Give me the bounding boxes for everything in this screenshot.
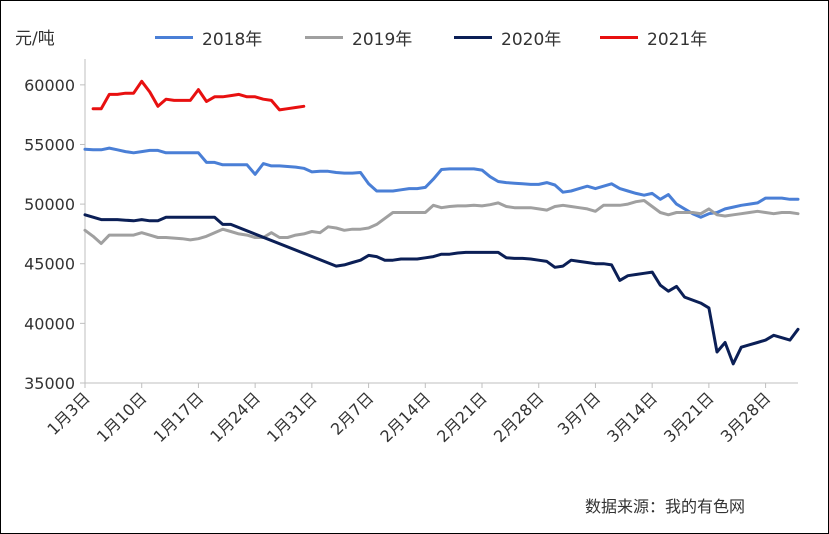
y-tick-label: 50000 bbox=[24, 195, 75, 214]
legend-swatch-2020 bbox=[454, 35, 492, 39]
legend-label-2019: 2019年 bbox=[352, 29, 413, 50]
series-line-0 bbox=[83, 146, 800, 219]
legend-item-2020: 2020年 bbox=[454, 26, 562, 50]
x-tick-label: 2月28日 bbox=[490, 388, 548, 446]
y-tick-label: 45000 bbox=[24, 255, 75, 274]
y-tick-label: 60000 bbox=[24, 76, 75, 95]
x-tick-label: 1月3日 bbox=[43, 388, 93, 438]
y-tick-label: 55000 bbox=[24, 135, 75, 154]
y-tick-label: 35000 bbox=[24, 374, 75, 393]
legend-item-2018: 2018年 bbox=[155, 26, 263, 50]
series-line-3 bbox=[91, 79, 306, 112]
x-tick-label: 1月24日 bbox=[206, 388, 264, 446]
legend-label-2020: 2020年 bbox=[501, 29, 562, 50]
y-tick-label: 40000 bbox=[24, 314, 75, 333]
legend-swatch-2018 bbox=[155, 35, 193, 39]
legend-swatch-2021 bbox=[600, 35, 638, 39]
legend-swatch-2019 bbox=[305, 35, 343, 39]
x-tick-label: 3月14日 bbox=[603, 388, 661, 446]
legend-label-2021: 2021年 bbox=[647, 29, 708, 50]
x-tick-label: 2月21日 bbox=[433, 388, 491, 446]
x-tick-label: 2月7日 bbox=[327, 388, 377, 438]
x-tick-label: 1月10日 bbox=[93, 388, 151, 446]
y-axis-unit-label: 元/吨 bbox=[15, 29, 55, 49]
x-tick-label: 3月21日 bbox=[660, 388, 718, 446]
series-line-1 bbox=[83, 199, 800, 245]
x-tick-label: 3月28日 bbox=[717, 388, 775, 446]
legend-item-2019: 2019年 bbox=[305, 26, 413, 50]
legend-label-2018: 2018年 bbox=[202, 29, 263, 50]
x-tick-label: 2月14日 bbox=[376, 388, 434, 446]
data-source-note: 数据来源：我的有色网 bbox=[585, 497, 746, 516]
legend-item-2021: 2021年 bbox=[600, 26, 708, 50]
x-tick-label: 3月7日 bbox=[554, 388, 604, 438]
x-tick-label: 1月17日 bbox=[150, 388, 208, 446]
x-tick-label: 1月31日 bbox=[263, 388, 321, 446]
series-line-2 bbox=[83, 213, 800, 366]
